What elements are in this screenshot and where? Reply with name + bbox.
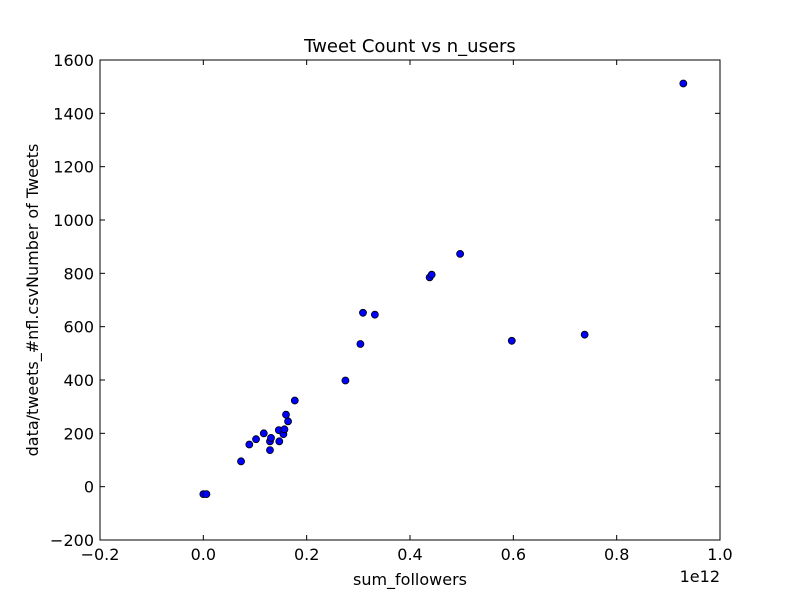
ticks-layer: −0.2 0.0 0.2 0.4 0.6 0.8 1.0 −200 0 200 400 600 800 1… (50, 51, 733, 564)
data-point (259, 429, 268, 438)
y-tick-label: 0 (84, 478, 94, 497)
points-layer (199, 79, 688, 499)
data-point (370, 310, 379, 319)
y-tick-label: 1400 (53, 104, 94, 123)
data-point (679, 79, 688, 88)
y-tick-label: 1200 (53, 158, 94, 177)
data-point (580, 330, 589, 339)
data-point (427, 270, 436, 279)
data-point (245, 440, 254, 449)
y-tick-label: 800 (63, 264, 94, 283)
data-point (456, 249, 465, 258)
x-offset-label: 1e12 (680, 567, 720, 586)
data-point (359, 308, 367, 317)
y-tick-label: 600 (63, 318, 94, 337)
data-point (282, 410, 290, 419)
y-tick-label: 1600 (53, 51, 94, 70)
data-point (237, 457, 245, 466)
plot-frame (99, 59, 721, 541)
data-point (280, 425, 289, 434)
y-tick-label: 400 (63, 371, 94, 390)
x-tick-label: 0.4 (397, 545, 422, 564)
x-tick-label: 0.8 (604, 545, 629, 564)
y-axis-label: data/tweets_#nfl.csvNumber of Tweets (23, 144, 43, 457)
x-tick-label: 0.0 (191, 545, 216, 564)
x-axis-label: sum_followers (353, 570, 467, 590)
data-point (284, 417, 292, 426)
y-tick-label: 1000 (53, 211, 94, 230)
data-point (356, 340, 365, 348)
x-tick-label: 0.2 (294, 545, 319, 564)
data-point (267, 433, 275, 442)
y-tick-label: −200 (50, 531, 94, 550)
chart-title: Tweet Count vs n_users (303, 36, 516, 57)
data-point (266, 446, 274, 455)
x-tick-label: 0.6 (501, 545, 526, 564)
data-point (252, 435, 260, 444)
x-tick-label: −0.2 (81, 545, 120, 564)
data-point (507, 336, 516, 345)
data-point (275, 437, 284, 446)
y-tick-label: 200 (63, 424, 94, 443)
data-point (202, 490, 211, 499)
data-point (341, 376, 350, 385)
data-point (290, 396, 299, 405)
x-tick-label: 1.0 (707, 545, 732, 564)
